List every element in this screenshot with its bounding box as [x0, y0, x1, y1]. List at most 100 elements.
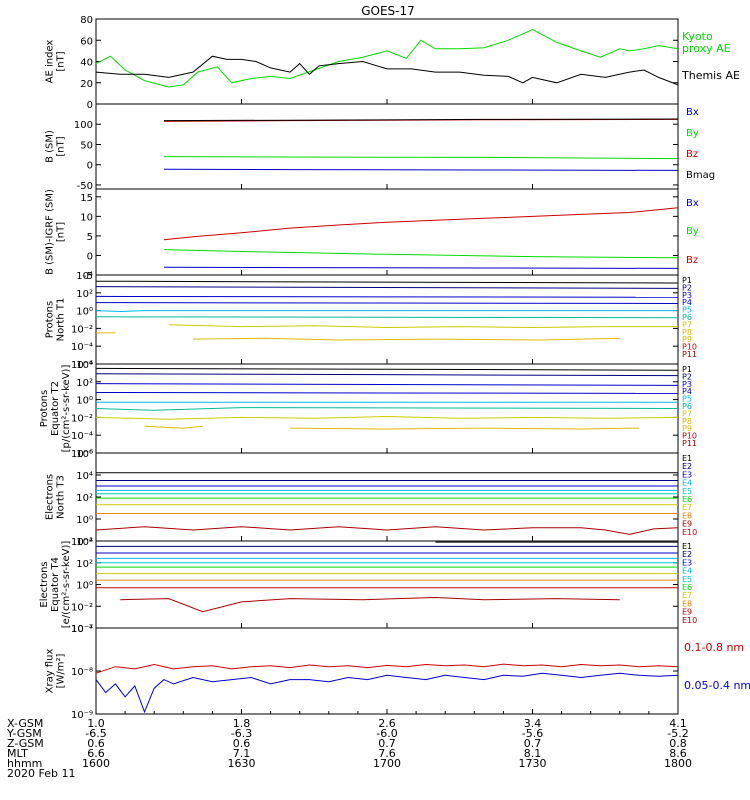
bigrf-legend-bx: Bx — [686, 198, 699, 209]
pnorth-series-p1 — [95, 280, 679, 284]
plot-date: 2020 Feb 11 — [7, 767, 76, 780]
pequator-ytick-label: 10² — [76, 378, 93, 389]
pequator-legend-p1: P1 — [682, 365, 692, 374]
pequator-series-p1 — [95, 367, 679, 371]
ae-legend-kyoto-proxy-ae: Kyoto — [682, 30, 713, 43]
pnorth-legend-p10: P10 — [682, 343, 697, 352]
ephemeris-value: 2.6 — [378, 717, 396, 730]
ephemeris-value: 8.1 — [524, 747, 542, 760]
enorth-ylabel-line: Electrons — [45, 474, 56, 520]
ephemeris-value: 4.1 — [669, 717, 687, 730]
ephemeris-value: -5.6 — [522, 727, 543, 740]
ae-ylabel-line: AE index — [45, 40, 56, 84]
pnorth-legend-p3: P3 — [682, 291, 692, 300]
plot-title: GOES-17 — [361, 4, 415, 18]
bigrf-ytick-label: 15 — [80, 193, 93, 204]
pnorth-legend-p2: P2 — [682, 283, 692, 292]
bsm-series-by — [163, 156, 679, 160]
xray-legend-0-1-0-8-nm: 0.1-0.8 nm — [684, 641, 744, 654]
eequator-legend-e6: E6 — [682, 583, 692, 592]
pnorth-ylabel: ProtonsNorth T1 — [45, 298, 67, 342]
ephemeris-row-label: Y-GSM — [6, 727, 42, 740]
pequator-ytick-label: 10⁻² — [71, 413, 93, 424]
pequator-ytick-label: 10⁻⁴ — [71, 431, 93, 442]
ae-legend-kyoto-proxy-ae: proxy AE — [682, 42, 731, 55]
ae-ytick-label: 0 — [87, 100, 93, 111]
bigrf-ylabel: B (SM)-IGRF (SM)[nT] — [45, 189, 67, 275]
ephemeris-value: -5.2 — [667, 727, 688, 740]
ephemeris-value: -6.0 — [376, 727, 397, 740]
ephemeris-value: 7.1 — [233, 747, 251, 760]
pnorth-series-p9 — [192, 337, 620, 341]
bsm-ytick-label: 50 — [80, 140, 93, 151]
bigrf-ylabel-line: [nT] — [56, 222, 67, 242]
xray-panel: 10⁻⁹ 10⁻⁸ 10⁻⁷ Xray flux[W/m²] 0.1-0.8 nm 0.0… — [45, 624, 750, 721]
pequator-legend-p7: P7 — [682, 409, 692, 418]
ephemeris-value: 6.6 — [87, 747, 105, 760]
pequator-ylabel: ProtonsEquator T2[p/(cm²-s-sr-keV)] — [39, 365, 72, 453]
bsm-ytick-label: -50 — [77, 181, 93, 192]
bsm-legend-bmag: Bmag — [686, 170, 715, 181]
ephemeris-value: 0.6 — [87, 737, 105, 750]
pequator-ytick-label: 10⁰ — [76, 396, 93, 407]
bsm-series-bmag — [163, 118, 679, 122]
ephemeris-row-label: X-GSM — [7, 717, 43, 730]
pequator-series-p9 — [289, 427, 640, 430]
pnorth-ytick-label: 10² — [76, 289, 93, 300]
enorth-ytick-label: 10⁴ — [76, 471, 93, 482]
pequator-series-p8 — [144, 425, 203, 429]
ae-ylabel: AE index[nT] — [45, 40, 67, 84]
ephemeris-value: 3.4 — [524, 717, 542, 730]
enorth-legend-e9: E9 — [682, 520, 692, 529]
pequator-ylabel-line: Protons — [39, 390, 50, 427]
enorth-legend-e2: E2 — [682, 462, 692, 471]
pnorth-series-p5 — [95, 310, 678, 313]
ae-ytick-label: 20 — [80, 79, 93, 90]
eequator-legend-e9: E9 — [682, 608, 692, 617]
bsm-frame — [95, 103, 679, 190]
eequator-series-e10 — [120, 596, 620, 613]
xray-series-0-05-0-4-nm — [95, 672, 679, 714]
ephemeris-value: 1800 — [664, 757, 692, 770]
eequator-legend-e10: E10 — [682, 616, 697, 625]
pequator-legend-p2: P2 — [682, 372, 692, 381]
pequator-legend-p6: P6 — [682, 402, 692, 411]
eequator-legend-e5: E5 — [682, 575, 692, 584]
ae-series-kyoto-proxy-ae — [95, 29, 679, 88]
pequator-ylabel-line: [p/(cm²-s-sr-keV)] — [61, 365, 72, 453]
xray-frame — [95, 627, 679, 715]
ae-frame — [95, 18, 679, 105]
pnorth-series-p2 — [95, 286, 679, 289]
eequator-ytick-label: 10² — [76, 559, 93, 570]
ephemeris-row-label: Z-GSM — [7, 737, 44, 750]
enorth-legend-e5: E5 — [682, 487, 692, 496]
pnorth-legend-p1: P1 — [682, 276, 692, 285]
ephemeris-value: 1730 — [519, 757, 547, 770]
eequator-ylabel: ElectronsEquator T4[e/(cm²-s-sr-keV)] — [39, 541, 72, 629]
enorth-series-e9 — [95, 526, 679, 535]
ephemeris-value: 1700 — [373, 757, 401, 770]
eequator-legend-e3: E3 — [682, 558, 692, 567]
eequator-legend-e2: E2 — [682, 550, 692, 559]
pnorth-legend-p6: P6 — [682, 313, 692, 322]
enorth-ytick-label: 10² — [76, 493, 93, 504]
pnorth-ytick-label: 10⁻⁴ — [71, 342, 93, 353]
ephemeris-row-label: hhmm — [7, 757, 42, 770]
ephemeris-value: 7.6 — [378, 747, 396, 760]
ephemeris-row-label: MLT — [7, 747, 28, 760]
bigrf-panel: -5 0 5 10 15 B (SM)-IGRF (SM)[nT] Bx By Bz — [45, 188, 699, 282]
bigrf-series-bz — [163, 207, 679, 241]
eequator-legend-e1: E1 — [682, 542, 692, 551]
ephemeris-value: 0.6 — [233, 737, 251, 750]
pnorth-legend-p5: P5 — [682, 306, 692, 315]
ephemeris-value: 0.8 — [669, 737, 687, 750]
xray-ylabel-line: [W/m²] — [56, 653, 67, 688]
ae-ytick-label: 60 — [80, 36, 93, 47]
eequator-ytick-label: 10⁻² — [71, 602, 93, 613]
enorth-legend-e1: E1 — [682, 454, 692, 463]
pnorth-legend-p7: P7 — [682, 320, 692, 329]
